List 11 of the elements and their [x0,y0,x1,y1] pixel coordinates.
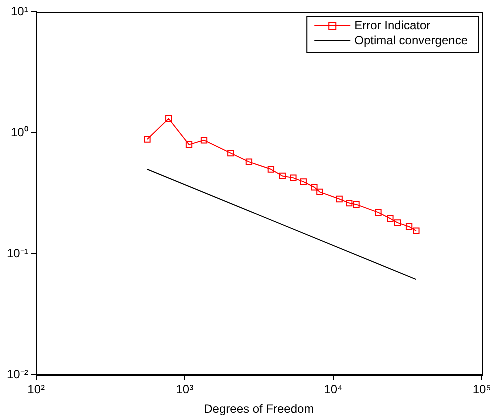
legend-label: Error Indicator [354,18,431,32]
x-tick-label: 10² [28,382,46,397]
y-tick-label: 10⁻¹ [7,246,28,260]
x-axis-title: Degrees of Freedom [204,402,314,416]
y-tick-label: 10¹ [11,4,28,18]
y-tick-label: 10⁰ [10,125,28,140]
legend-label: Optimal convergence [354,33,468,48]
y-tick-label: 10⁻² [7,368,28,382]
x-tick-label: 10⁴ [324,382,343,397]
x-tick-label: 10³ [176,382,194,397]
x-tick-label: 10⁵ [472,382,492,397]
